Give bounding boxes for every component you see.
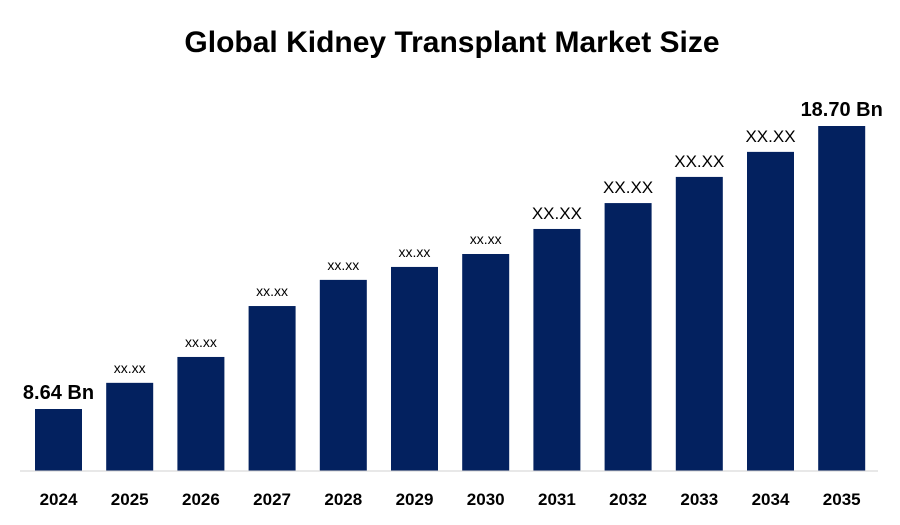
- x-tick-label-2028: 2028: [324, 490, 362, 509]
- x-tick-label-2026: 2026: [182, 490, 220, 509]
- x-tick-label-2029: 2029: [396, 490, 434, 509]
- bar-2028: [319, 279, 367, 471]
- data-label-2033: XX.XX: [674, 152, 724, 171]
- x-tick-label-2027: 2027: [253, 490, 291, 509]
- data-label-2026: xx.xx: [185, 334, 217, 350]
- bar-2024: [35, 409, 82, 471]
- bar-2033: [675, 176, 723, 472]
- data-label-2025: xx.xx: [114, 360, 146, 376]
- bar-2031: [533, 228, 581, 471]
- data-label-2032: XX.XX: [603, 178, 653, 197]
- bar-2034: [747, 151, 794, 471]
- bar-2027: [248, 306, 296, 471]
- data-label-2035: 18.70 Bn: [801, 99, 883, 121]
- bar-2035: [818, 126, 866, 471]
- data-label-2030: xx.xx: [470, 231, 502, 247]
- data-label-2034: XX.XX: [745, 127, 795, 146]
- x-tick-label-2030: 2030: [467, 490, 505, 509]
- data-label-2029: xx.xx: [399, 244, 431, 260]
- bar-2025: [106, 382, 154, 471]
- bar-2032: [604, 203, 652, 471]
- chart-title: Global Kidney Transplant Market Size: [184, 26, 719, 59]
- data-label-2031: XX.XX: [532, 204, 582, 223]
- x-tick-label-2025: 2025: [111, 490, 149, 509]
- data-label-2024: 8.64 Bn: [23, 382, 94, 404]
- bar-2026: [177, 356, 225, 471]
- bar-2029: [391, 266, 438, 471]
- x-tick-label-2024: 2024: [40, 490, 78, 509]
- data-label-2027: xx.xx: [256, 283, 288, 299]
- x-tick-label-2033: 2033: [680, 490, 718, 509]
- x-tick-label-2034: 2034: [752, 490, 790, 509]
- x-tick-label-2035: 2035: [823, 490, 861, 509]
- x-tick-label-2032: 2032: [609, 490, 647, 509]
- bar-2030: [462, 253, 510, 471]
- x-tick-label-2031: 2031: [538, 490, 576, 509]
- data-label-2028: xx.xx: [327, 257, 359, 273]
